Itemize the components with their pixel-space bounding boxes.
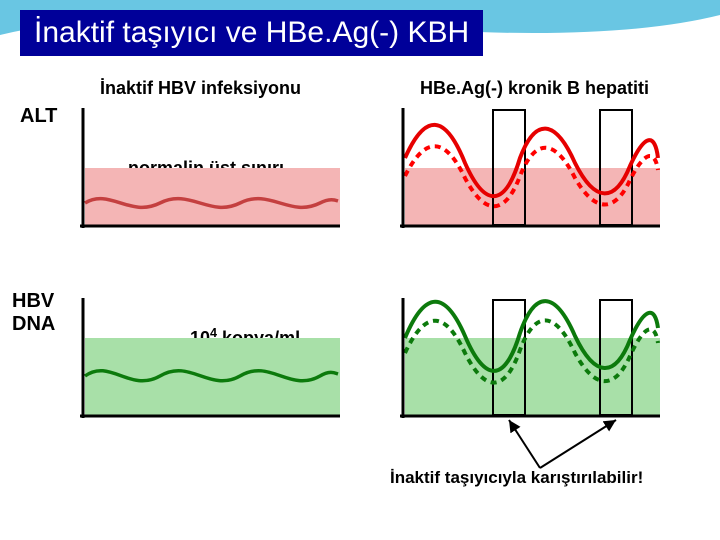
- chart-dna-left: [80, 298, 340, 423]
- footnote-text: İnaktif taşıyıcıyla karıştırılabilir!: [390, 468, 643, 488]
- right-column-heading: HBe.Ag(-) kronik B hepatiti: [420, 78, 649, 99]
- chart-alt-left: [80, 108, 340, 233]
- slide-title: İnaktif taşıyıcı ve HBe.Ag(-) KBH: [20, 10, 483, 56]
- threshold-band: [85, 168, 340, 225]
- threshold-band: [405, 168, 660, 225]
- chart-dna-right: [400, 298, 660, 423]
- chart-alt-right: [400, 108, 660, 233]
- footnote-arrow: [509, 420, 540, 468]
- footnote-arrow: [540, 420, 616, 468]
- left-column-heading: İnaktif HBV infeksiyonu: [100, 78, 301, 99]
- title-text: İnaktif taşıyıcı ve HBe.Ag(-) KBH: [34, 16, 469, 49]
- threshold-band: [405, 338, 660, 415]
- alt-axis-label: ALT: [20, 105, 57, 128]
- hbvdna-axis-label: HBV DNA: [12, 290, 55, 336]
